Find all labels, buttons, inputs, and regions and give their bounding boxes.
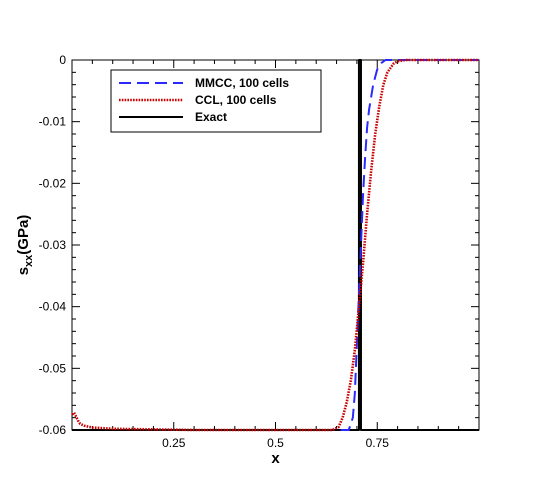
y-axis-title-main: s [15, 267, 32, 275]
y-axis-title: sxx(GPa) [15, 215, 35, 276]
y-tick-label: 0 [59, 53, 66, 67]
y-tick-label: -0.05 [39, 361, 67, 375]
series-layer [71, 58, 479, 432]
x-axis-title: x [271, 450, 280, 467]
y-tick-label: -0.03 [39, 238, 67, 252]
x-tick-label: 0.75 [366, 436, 390, 450]
y-tick-label: -0.01 [39, 115, 67, 129]
series-line-mmcc-100-cells [340, 59, 479, 431]
legend-label: CCL, 100 cells [195, 93, 277, 107]
y-tick-label: -0.02 [39, 176, 67, 190]
y-axis-title-subscript: xx [23, 254, 35, 267]
legend-box [110, 69, 322, 133]
minor-ticks [72, 60, 479, 430]
y-tick-label: -0.06 [39, 423, 67, 437]
legend: MMCC, 100 cells CCL, 100 cells Exact [110, 69, 322, 133]
x-tick-label: 0.25 [162, 436, 186, 450]
y-tick-label: -0.04 [39, 300, 67, 314]
legend-label: MMCC, 100 cells [195, 76, 289, 90]
y-axis-title-tail: (GPa) [15, 215, 32, 255]
tick-labels: 0.25 0.5 0.75 0 -0.01 -0.02 -0.03 -0.04 -0.05 -0.… [39, 53, 390, 450]
x-tick-label: 0.5 [267, 436, 284, 450]
legend-label: Exact [195, 110, 227, 124]
